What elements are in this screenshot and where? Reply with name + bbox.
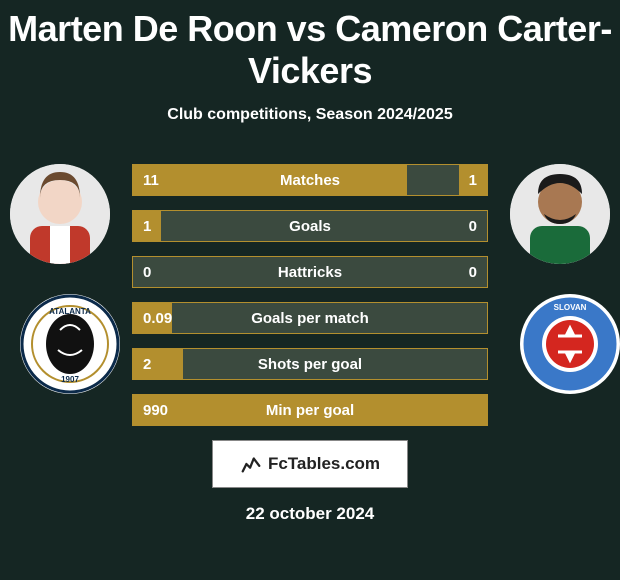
player-left-avatar [10, 164, 110, 264]
stat-row: Hattricks0 0 [132, 256, 488, 288]
date-text: 22 october 2024 [0, 504, 620, 524]
player-right-club-badge: SLOVAN [520, 294, 620, 394]
comparison-panel: ATALANTA 1907 SLOVAN Matches111Goals10Ha… [0, 164, 620, 426]
stat-row: Matches111 [132, 164, 488, 196]
player-left-club-badge: ATALANTA 1907 [20, 294, 120, 394]
stat-row: Min per goal990 [132, 394, 488, 426]
stat-row: Goals per match0.09 [132, 302, 488, 334]
stat-value-right: 1 [469, 165, 477, 195]
slovan-badge-icon: SLOVAN [520, 294, 620, 394]
footer-brand-text: FcTables.com [268, 454, 380, 474]
stat-value-left: 0.09 [143, 303, 172, 333]
stat-value-left: 0 [143, 257, 151, 287]
footer-brand-badge: FcTables.com [212, 440, 408, 488]
stat-value-left: 1 [143, 211, 151, 241]
stat-label: Min per goal [133, 395, 487, 425]
svg-text:SLOVAN: SLOVAN [554, 303, 587, 312]
stat-value-left: 990 [143, 395, 168, 425]
stat-label: Goals [133, 211, 487, 241]
stat-row: Shots per goal2 [132, 348, 488, 380]
svg-text:ATALANTA: ATALANTA [49, 307, 91, 316]
stat-row: Goals1 0 [132, 210, 488, 242]
subtitle: Club competitions, Season 2024/2025 [0, 106, 620, 124]
atalanta-badge-icon: ATALANTA 1907 [20, 294, 120, 394]
stat-label: Matches [133, 165, 487, 195]
svg-text:1907: 1907 [61, 375, 79, 384]
stat-value-right: 0 [469, 211, 477, 241]
stat-label: Goals per match [133, 303, 487, 333]
player-right-avatar [510, 164, 610, 264]
stat-value-right: 0 [469, 257, 477, 287]
stat-rows: Matches111Goals10Hattricks00Goals per ma… [132, 164, 488, 426]
player-right-face-icon [510, 164, 610, 264]
stat-value-left: 11 [143, 165, 159, 195]
player-left-face-icon [10, 164, 110, 264]
stat-label: Hattricks [133, 257, 487, 287]
fctables-logo-icon [240, 453, 262, 475]
stat-label: Shots per goal [133, 349, 487, 379]
stat-value-left: 2 [143, 349, 151, 379]
page-title: Marten De Roon vs Cameron Carter-Vickers [0, 0, 620, 92]
